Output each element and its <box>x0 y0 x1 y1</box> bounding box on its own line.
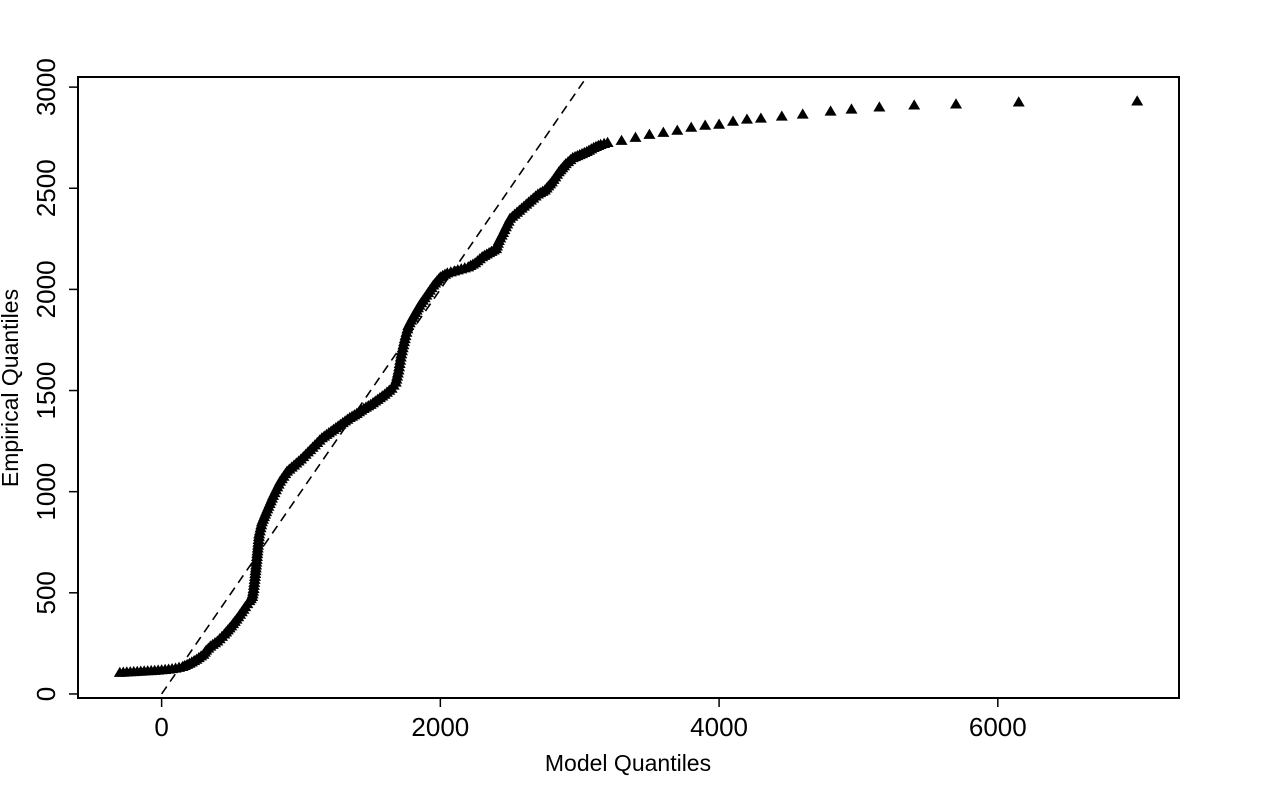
data-point <box>950 98 963 109</box>
y-tick-label: 3000 <box>31 58 61 116</box>
x-tick-label: 2000 <box>411 712 469 742</box>
data-point <box>824 105 837 116</box>
y-tick-label: 0 <box>31 687 61 701</box>
data-point <box>845 103 858 114</box>
y-tick-label: 2500 <box>31 159 61 217</box>
data-point <box>643 128 656 139</box>
x-axis-title: Model Quantiles <box>545 750 711 776</box>
data-point <box>1131 95 1144 106</box>
data-point <box>796 108 809 119</box>
data-point <box>657 126 670 137</box>
data-point <box>713 118 726 129</box>
x-tick-label: 4000 <box>690 712 748 742</box>
y-axis: 0 500 1000 1500 2000 2500 3000 <box>31 58 79 701</box>
y-tick-label: 500 <box>31 571 61 614</box>
data-point <box>615 134 628 145</box>
y-tick-label: 2000 <box>31 260 61 318</box>
x-tick-label: 0 <box>154 712 168 742</box>
data-point <box>754 112 767 123</box>
data-point <box>873 101 886 112</box>
data-point <box>740 113 753 124</box>
y-tick-label: 1000 <box>31 463 61 521</box>
plot-area <box>113 77 1144 695</box>
data-point <box>699 119 712 130</box>
data-point <box>671 124 684 135</box>
data-point <box>601 136 614 147</box>
y-axis-title: Empirical Quantiles <box>0 289 23 487</box>
data-point <box>1012 96 1025 107</box>
reference-line <box>160 77 588 695</box>
data-point <box>775 110 788 121</box>
x-axis: 0 2000 4000 6000 <box>154 697 1027 742</box>
y-tick-label: 1500 <box>31 362 61 420</box>
data-point <box>727 115 740 126</box>
x-tick-label: 6000 <box>969 712 1027 742</box>
data-point <box>685 121 698 132</box>
data-point <box>908 99 921 110</box>
data-point <box>629 131 642 142</box>
